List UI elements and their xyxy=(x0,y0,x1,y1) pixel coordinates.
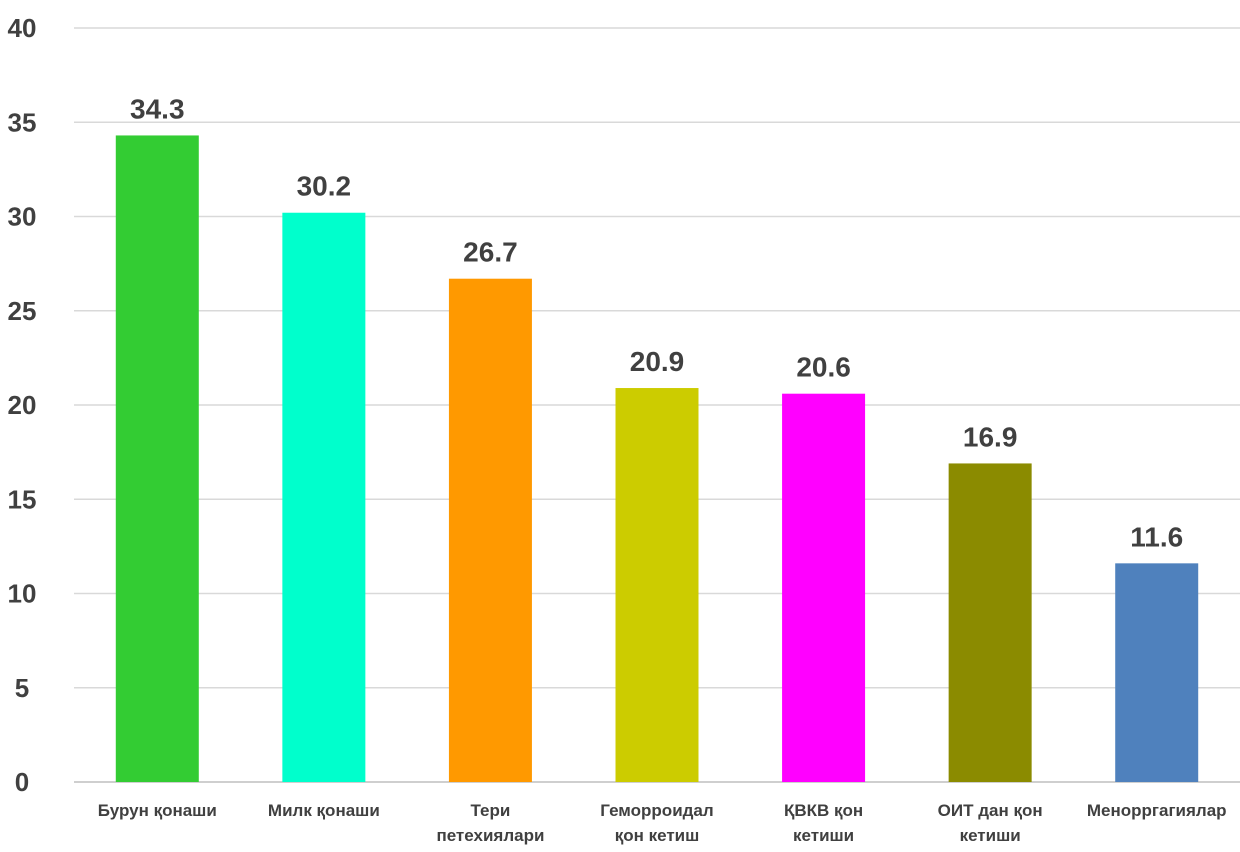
data-label: 16.9 xyxy=(963,421,1018,452)
x-category-label: ҚВКВ қон кетиши xyxy=(784,801,863,845)
x-category-label-line: ОИТ дан қон xyxy=(938,801,1043,820)
x-axis-categories: Бурун қонаши Милк қонаши Тери петехиялари Ге… xyxy=(98,801,1227,845)
bar xyxy=(282,212,366,783)
bar xyxy=(615,388,699,782)
y-tick-label: 0 xyxy=(15,767,29,797)
y-tick-label: 40 xyxy=(8,13,37,43)
bar xyxy=(1115,563,1199,782)
y-tick-label: 35 xyxy=(8,107,37,137)
x-category-label-line: Тери xyxy=(471,801,511,820)
bar xyxy=(448,278,532,782)
data-labels: 34.3 30.2 26.7 20.9 20.6 16.9 11.6 xyxy=(130,93,1183,552)
x-category-label: Менорргагиялар xyxy=(1087,801,1227,820)
x-category-label-line: Милк қонаши xyxy=(268,801,380,820)
data-label: 26.7 xyxy=(463,237,518,268)
x-category-label: Бурун қонаши xyxy=(98,801,217,820)
bar xyxy=(115,135,199,782)
y-tick-label: 5 xyxy=(15,673,29,703)
data-label: 11.6 xyxy=(1130,521,1183,552)
x-category-label-line: Геморроидал xyxy=(600,801,713,820)
x-category-label-line: кетиши xyxy=(793,826,854,845)
x-category-label-line: ҚВКВ қон xyxy=(784,801,863,820)
x-category-label: Милк қонаши xyxy=(268,801,380,820)
x-category-label: ОИТ дан қон кетиши xyxy=(938,801,1043,845)
y-tick-label: 10 xyxy=(8,579,37,609)
x-category-label: Тери петехиялари xyxy=(436,801,544,845)
data-label: 34.3 xyxy=(130,93,185,124)
bar xyxy=(948,463,1032,782)
bars xyxy=(115,135,1199,783)
y-tick-label: 25 xyxy=(8,296,37,326)
data-label: 20.6 xyxy=(796,352,851,383)
y-tick-label: 30 xyxy=(8,202,37,232)
x-category-label: Геморроидал қон кетиш xyxy=(600,801,713,845)
x-category-label-line: қон кетиш xyxy=(615,826,700,845)
y-tick-label: 20 xyxy=(8,390,37,420)
x-category-label-line: петехиялари xyxy=(436,826,544,845)
x-category-label-line: Менорргагиялар xyxy=(1087,801,1227,820)
y-tick-label: 15 xyxy=(8,484,37,514)
data-label: 30.2 xyxy=(297,171,352,202)
bar xyxy=(782,393,866,782)
x-category-label-line: Бурун қонаши xyxy=(98,801,217,820)
x-category-label-line: кетиши xyxy=(960,826,1021,845)
y-axis-ticks: 0 5 10 15 20 25 30 35 40 xyxy=(8,13,37,797)
data-label: 20.9 xyxy=(630,346,685,377)
